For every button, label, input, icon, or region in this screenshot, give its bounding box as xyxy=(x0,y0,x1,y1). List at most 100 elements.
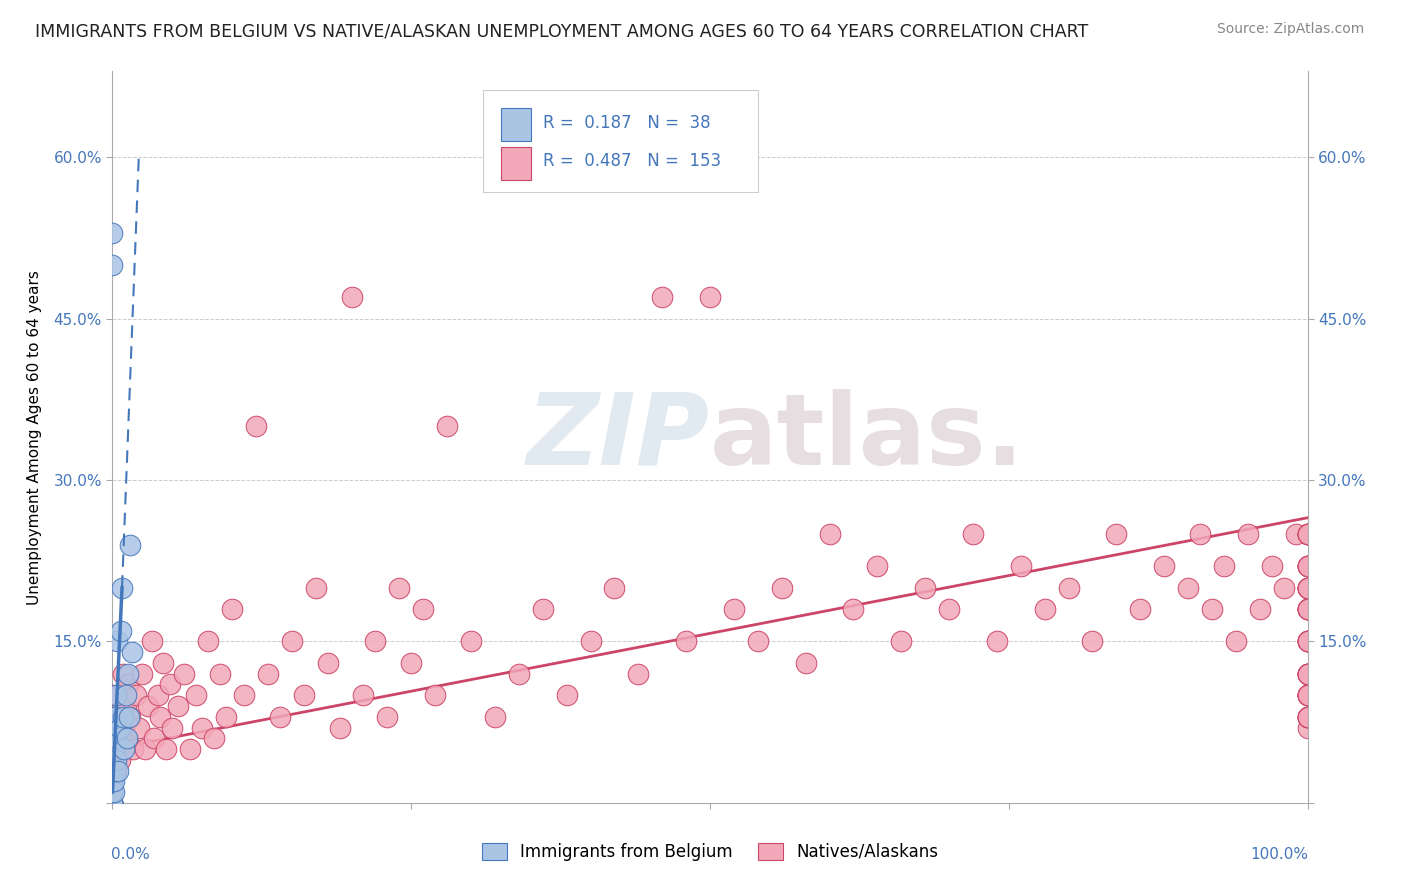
Point xyxy=(914,581,936,595)
Point xyxy=(202,731,225,746)
Point xyxy=(1296,688,1319,702)
Point xyxy=(1201,602,1223,616)
Point xyxy=(245,419,267,434)
Point xyxy=(104,710,127,724)
Point xyxy=(1296,527,1319,541)
Point xyxy=(723,602,745,616)
Point xyxy=(111,742,134,756)
Point xyxy=(1296,666,1319,681)
Text: atlas.: atlas. xyxy=(710,389,1025,485)
Point xyxy=(103,742,125,756)
Point xyxy=(1081,634,1104,648)
Point xyxy=(101,742,124,756)
Point xyxy=(1213,559,1236,574)
Point xyxy=(377,710,399,724)
Point xyxy=(110,624,132,638)
Point xyxy=(1296,634,1319,648)
Point xyxy=(1010,559,1032,574)
Point xyxy=(555,688,578,702)
Point xyxy=(1296,602,1319,616)
Point xyxy=(1249,602,1271,616)
Point xyxy=(1261,559,1284,574)
FancyBboxPatch shape xyxy=(501,146,531,179)
Point xyxy=(281,634,304,648)
Point xyxy=(1296,581,1319,595)
Point xyxy=(1033,602,1056,616)
FancyBboxPatch shape xyxy=(501,108,531,141)
Point xyxy=(121,742,143,756)
Point xyxy=(747,634,769,648)
Point xyxy=(101,764,124,778)
Point xyxy=(114,688,136,702)
Point xyxy=(1296,710,1319,724)
Point xyxy=(152,656,174,670)
Point xyxy=(173,666,195,681)
Point xyxy=(1057,581,1080,595)
Point xyxy=(167,698,190,713)
Point xyxy=(1296,634,1319,648)
Point xyxy=(101,721,124,735)
Point xyxy=(1105,527,1128,541)
Point xyxy=(101,742,124,756)
Point xyxy=(1296,710,1319,724)
Point xyxy=(1285,527,1308,541)
Point xyxy=(1296,602,1319,616)
Text: R =  0.487   N =  153: R = 0.487 N = 153 xyxy=(543,153,721,170)
Point xyxy=(1296,666,1319,681)
Point xyxy=(1296,527,1319,541)
Point xyxy=(103,785,125,799)
Point xyxy=(117,677,139,691)
Point xyxy=(699,290,721,304)
Point xyxy=(508,666,530,681)
Point xyxy=(1225,634,1247,648)
Point xyxy=(120,538,142,552)
Point xyxy=(340,290,363,304)
Point xyxy=(101,226,124,240)
Point xyxy=(146,688,169,702)
Point xyxy=(141,634,163,648)
Point xyxy=(101,753,124,767)
Point xyxy=(1296,602,1319,616)
Point xyxy=(425,688,447,702)
Point xyxy=(1189,527,1212,541)
Point xyxy=(484,710,506,724)
Point xyxy=(108,721,131,735)
Point xyxy=(1296,710,1319,724)
Point xyxy=(105,688,128,702)
Point xyxy=(101,774,124,789)
Point xyxy=(138,698,160,713)
Point xyxy=(105,731,128,746)
Point xyxy=(101,796,124,810)
Point xyxy=(651,290,673,304)
Point xyxy=(436,419,458,434)
Point xyxy=(1296,581,1319,595)
Point xyxy=(1296,666,1319,681)
Point xyxy=(531,602,554,616)
Point xyxy=(118,710,141,724)
Point xyxy=(269,710,291,724)
Point xyxy=(179,742,201,756)
Point xyxy=(197,634,219,648)
Point xyxy=(1296,688,1319,702)
Point xyxy=(1296,602,1319,616)
Point xyxy=(191,721,214,735)
Point xyxy=(890,634,912,648)
Point xyxy=(1296,559,1319,574)
Point xyxy=(114,698,136,713)
Point xyxy=(233,688,256,702)
Text: 0.0%: 0.0% xyxy=(111,847,150,862)
Point xyxy=(627,666,650,681)
Point xyxy=(101,731,124,746)
Point xyxy=(1296,581,1319,595)
Point xyxy=(112,710,135,724)
Point xyxy=(115,731,138,746)
Point xyxy=(101,785,124,799)
FancyBboxPatch shape xyxy=(484,90,758,192)
Point xyxy=(186,688,208,702)
Point xyxy=(603,581,626,595)
Point xyxy=(388,581,411,595)
Point xyxy=(1296,688,1319,702)
Point xyxy=(329,721,352,735)
Point xyxy=(1296,666,1319,681)
Point xyxy=(1296,581,1319,595)
